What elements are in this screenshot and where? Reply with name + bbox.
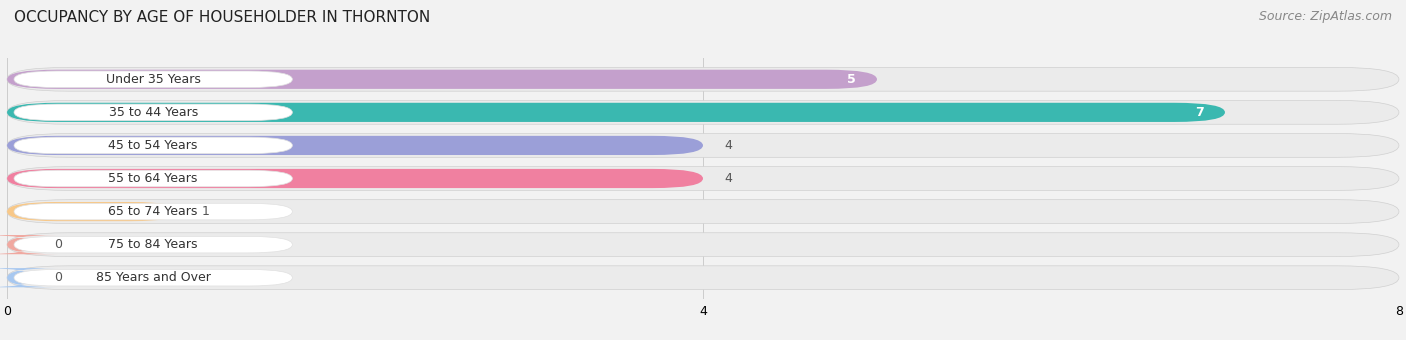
FancyBboxPatch shape xyxy=(14,203,292,220)
FancyBboxPatch shape xyxy=(7,202,181,221)
FancyBboxPatch shape xyxy=(7,100,1399,124)
FancyBboxPatch shape xyxy=(14,104,292,121)
Text: Source: ZipAtlas.com: Source: ZipAtlas.com xyxy=(1258,10,1392,23)
FancyBboxPatch shape xyxy=(7,70,877,89)
Text: Under 35 Years: Under 35 Years xyxy=(105,73,201,86)
Text: 4: 4 xyxy=(724,139,731,152)
FancyBboxPatch shape xyxy=(14,71,292,88)
FancyBboxPatch shape xyxy=(7,169,703,188)
Text: 75 to 84 Years: 75 to 84 Years xyxy=(108,238,198,251)
Text: OCCUPANCY BY AGE OF HOUSEHOLDER IN THORNTON: OCCUPANCY BY AGE OF HOUSEHOLDER IN THORN… xyxy=(14,10,430,25)
Text: 55 to 64 Years: 55 to 64 Years xyxy=(108,172,198,185)
Text: 4: 4 xyxy=(724,172,731,185)
FancyBboxPatch shape xyxy=(7,233,1399,257)
FancyBboxPatch shape xyxy=(7,200,1399,223)
Text: 65 to 74 Years: 65 to 74 Years xyxy=(108,205,198,218)
Text: 1: 1 xyxy=(202,205,209,218)
FancyBboxPatch shape xyxy=(7,136,703,155)
Text: 85 Years and Over: 85 Years and Over xyxy=(96,271,211,284)
FancyBboxPatch shape xyxy=(7,134,1399,157)
Text: 0: 0 xyxy=(53,238,62,251)
FancyBboxPatch shape xyxy=(0,235,58,254)
FancyBboxPatch shape xyxy=(14,137,292,154)
FancyBboxPatch shape xyxy=(0,268,58,287)
Text: 5: 5 xyxy=(848,73,856,86)
FancyBboxPatch shape xyxy=(14,170,292,187)
Text: 45 to 54 Years: 45 to 54 Years xyxy=(108,139,198,152)
FancyBboxPatch shape xyxy=(14,269,292,286)
FancyBboxPatch shape xyxy=(7,103,1225,122)
FancyBboxPatch shape xyxy=(14,236,292,253)
Text: 0: 0 xyxy=(53,271,62,284)
FancyBboxPatch shape xyxy=(7,167,1399,190)
FancyBboxPatch shape xyxy=(7,266,1399,290)
Text: 35 to 44 Years: 35 to 44 Years xyxy=(108,106,198,119)
Text: 7: 7 xyxy=(1195,106,1204,119)
FancyBboxPatch shape xyxy=(7,67,1399,91)
